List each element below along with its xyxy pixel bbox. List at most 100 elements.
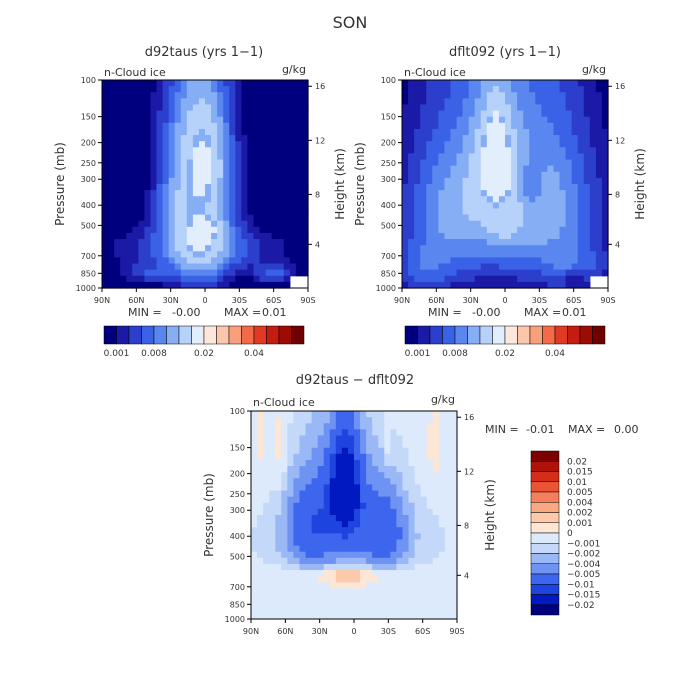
- heatmap-cell: [257, 453, 264, 461]
- heatmap-cell: [402, 86, 409, 93]
- heatmap-cell: [517, 110, 524, 118]
- heatmap-cell: [438, 128, 446, 136]
- heatmap-cell: [480, 263, 488, 271]
- heatmap-cell: [529, 220, 536, 228]
- heatmap-cell: [275, 588, 282, 596]
- heatmap-cell: [366, 459, 373, 467]
- heatmap-cell: [354, 570, 361, 577]
- heatmap-cell: [259, 177, 267, 185]
- heatmap-cell: [426, 153, 433, 161]
- colorbar-swatch: [530, 471, 560, 482]
- heatmap-cell: [120, 196, 127, 203]
- heatmap-cell: [444, 251, 452, 259]
- heatmap-cell: [432, 588, 440, 596]
- heatmap-cell: [347, 484, 355, 492]
- heatmap-cell: [589, 263, 597, 271]
- heatmap-cell: [511, 110, 518, 118]
- heatmap-cell: [408, 417, 416, 424]
- heatmap-cell: [601, 269, 609, 277]
- heatmap-cell: [414, 226, 421, 234]
- heatmap-cell: [450, 521, 458, 528]
- heatmap-cell: [492, 147, 500, 155]
- heatmap-cell: [541, 184, 549, 191]
- heatmap-cell: [384, 484, 391, 492]
- heatmap-cell: [217, 135, 224, 142]
- heatmap-cell: [571, 86, 579, 93]
- heatmap-cell: [571, 263, 579, 271]
- heatmap-cell: [156, 190, 164, 197]
- heatmap-cell: [323, 606, 331, 614]
- colorbar-swatch: [128, 325, 142, 345]
- heatmap-cell: [384, 453, 391, 461]
- heatmap-cell: [335, 527, 343, 534]
- heatmap-cell: [247, 147, 255, 155]
- heatmap-cell: [259, 251, 267, 259]
- heatmap-cell: [547, 135, 555, 142]
- heatmap-cell: [247, 159, 255, 167]
- heatmap-cell: [372, 472, 379, 479]
- y-tick-label: 1000: [376, 284, 396, 293]
- heatmap-cell: [120, 281, 127, 289]
- heatmap-cell: [480, 135, 488, 142]
- heatmap-cell: [347, 539, 355, 547]
- heatmap-cell: [305, 606, 313, 614]
- heatmap-cell: [565, 116, 573, 124]
- heatmap-cell: [217, 104, 224, 112]
- heatmap-cell: [438, 135, 446, 142]
- heatmap-cell: [174, 135, 182, 142]
- heatmap-cell: [329, 606, 337, 614]
- heatmap-cell: [408, 459, 416, 467]
- heatmap-cell: [583, 177, 591, 185]
- heatmap-cell: [162, 245, 170, 252]
- heatmap-cell: [301, 251, 309, 259]
- heatmap-cell: [247, 196, 255, 203]
- heatmap-cell: [301, 214, 309, 222]
- heatmap-cell: [120, 275, 127, 283]
- heatmap-cell: [595, 86, 603, 93]
- heatmap-cell: [354, 496, 361, 504]
- heatmap-cell: [192, 275, 200, 283]
- heatmap-cell: [241, 147, 249, 155]
- heatmap-cell: [275, 612, 282, 620]
- heatmap-cell: [311, 435, 319, 443]
- heatmap-cell: [335, 508, 343, 516]
- heatmap-cell: [102, 153, 109, 161]
- heatmap-cell: [378, 508, 385, 516]
- heatmap-cell: [547, 116, 555, 124]
- heatmap-cell: [263, 453, 270, 461]
- heatmap-cell: [444, 214, 452, 222]
- heatmap-cell: [293, 606, 301, 614]
- heatmap-cell: [432, 184, 439, 191]
- heatmap-cell: [150, 251, 158, 259]
- heatmap-cell: [498, 275, 506, 283]
- heatmap-cell: [444, 177, 452, 185]
- heatmap-cell: [174, 98, 182, 106]
- heatmap-cell: [529, 232, 536, 240]
- heatmap-cell: [571, 184, 579, 191]
- heatmap-cell: [408, 171, 415, 179]
- heatmap-cell: [571, 165, 579, 173]
- heatmap-cell: [366, 521, 373, 528]
- heatmap-cell: [577, 281, 585, 289]
- heatmap-cell: [505, 257, 512, 265]
- heatmap-cell: [287, 551, 295, 559]
- heatmap-cell: [295, 220, 303, 228]
- heatmap-cell: [323, 423, 331, 430]
- heatmap-cell: [396, 515, 404, 522]
- heatmap-cell: [498, 171, 506, 179]
- heatmap-cell: [486, 141, 494, 148]
- heatmap-cell: [168, 104, 176, 112]
- heatmap-cell: [174, 202, 182, 210]
- heatmap-cell: [114, 281, 121, 289]
- heatmap-cell: [295, 104, 303, 112]
- heatmap-cell: [517, 232, 524, 240]
- heatmap-cell: [271, 275, 279, 283]
- heatmap-cell: [156, 269, 164, 277]
- heatmap-cell: [535, 251, 542, 259]
- heatmap-cell: [372, 594, 379, 602]
- heatmap-cell: [420, 576, 428, 583]
- heatmap-cell: [444, 171, 452, 179]
- heatmap-cell: [289, 92, 297, 99]
- heatmap-cell: [251, 545, 258, 553]
- heatmap-cell: [305, 600, 313, 608]
